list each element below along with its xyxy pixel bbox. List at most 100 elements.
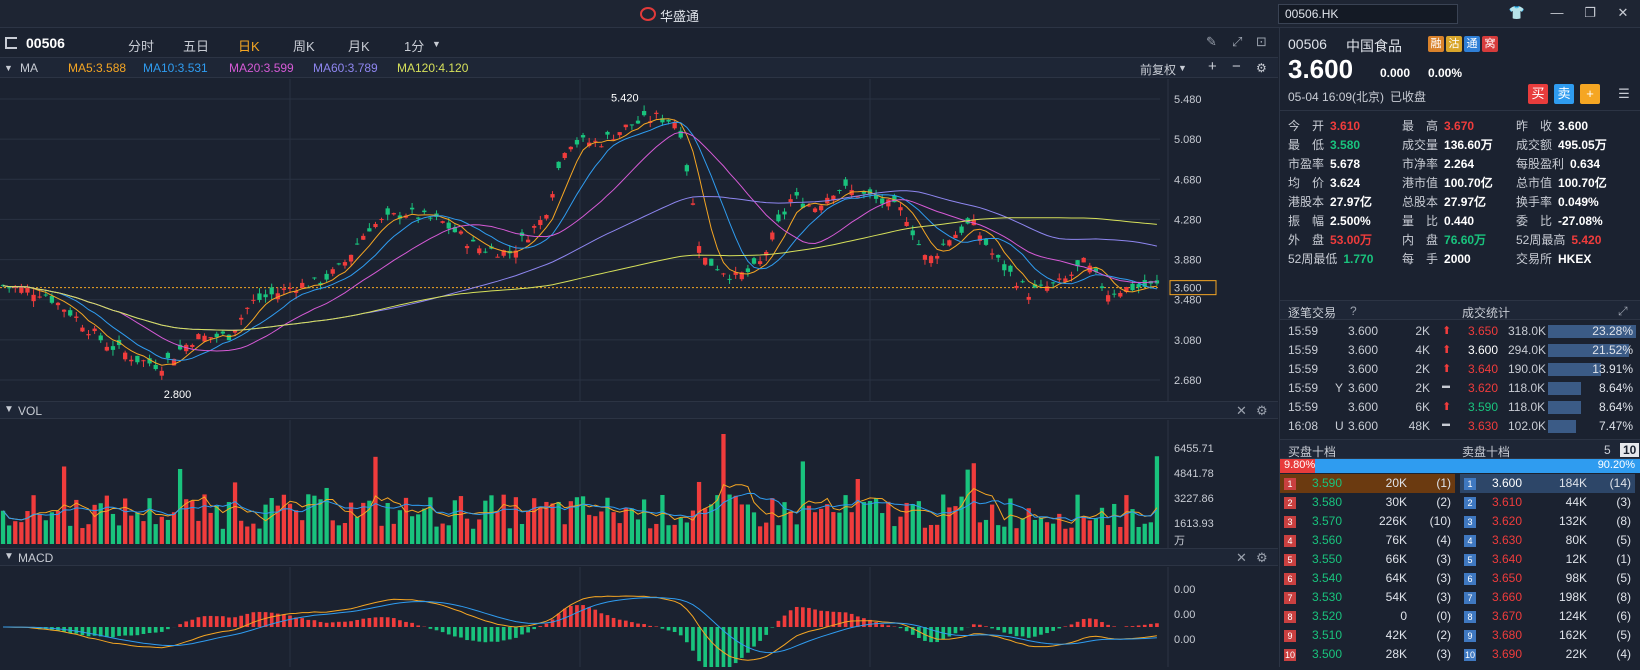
macd-bar <box>490 627 494 642</box>
expand-icon[interactable]: ⤢ <box>1618 304 1628 319</box>
macd-bar <box>221 616 225 627</box>
volume-bar <box>422 509 426 544</box>
tab-five-day[interactable]: 五日 <box>183 36 209 55</box>
collapse-triangle-icon[interactable]: ▼ <box>4 551 14 562</box>
kline-chart[interactable]: 5.4805.0804.6804.2803.8803.6003.4803.080… <box>0 79 1278 401</box>
shirt-skin-icon[interactable]: 👕 <box>1508 5 1526 21</box>
add-indicator-icon[interactable]: + <box>1208 58 1217 75</box>
depth-5-toggle[interactable]: 5 <box>1604 443 1611 457</box>
candle-body <box>776 214 780 221</box>
pencil-draw-icon[interactable]: ✎ <box>1206 34 1217 50</box>
price-axis-label: 3.880 <box>1174 255 1202 267</box>
buy-button[interactable]: 买 <box>1528 84 1548 104</box>
fullscreen-icon[interactable]: ⤢ <box>1232 34 1242 50</box>
close-icon[interactable]: ✕ <box>1236 550 1247 566</box>
tab-minute-dropdown[interactable]: 1分 <box>404 36 424 55</box>
candle-body <box>569 147 573 149</box>
quote-field-value: 27.97亿 <box>1444 195 1486 209</box>
stat-volume: 118.0K <box>1508 381 1545 395</box>
candle-body <box>257 293 261 300</box>
candle-body <box>642 111 646 115</box>
add-watchlist-button[interactable]: + <box>1580 84 1600 104</box>
depth-10-toggle[interactable]: 10 <box>1620 443 1639 457</box>
candle-body <box>160 371 164 376</box>
sell-button[interactable]: 卖 <box>1554 84 1574 104</box>
candle-body <box>1039 285 1043 286</box>
candle-body <box>19 287 23 293</box>
chevron-down-icon[interactable]: ▼ <box>1178 63 1187 73</box>
macd-bar <box>801 607 805 627</box>
macd-bar <box>1143 625 1147 627</box>
macd-bar <box>87 627 91 636</box>
stock-search-input[interactable] <box>1278 4 1458 24</box>
tab-weekly-k[interactable]: 周K <box>293 36 315 55</box>
stats-title: 成交统计 <box>1462 304 1510 321</box>
close-icon[interactable]: ✕ <box>1236 403 1247 419</box>
vol-axis-label: 1613.93 <box>1174 518 1214 530</box>
minimize-icon[interactable]: — <box>1548 5 1566 20</box>
tab-timeshare[interactable]: 分时 <box>128 36 154 55</box>
volume-bar <box>453 500 457 544</box>
restore-icon[interactable]: ❐ <box>1581 5 1599 21</box>
candle-body <box>111 346 115 350</box>
volume-bar <box>618 523 622 544</box>
candle-body <box>1014 286 1018 288</box>
candle-body <box>129 360 133 361</box>
volume-bar <box>1094 519 1098 544</box>
gear-icon[interactable]: ⚙ <box>1256 403 1268 419</box>
help-icon[interactable]: ? <box>1350 304 1357 318</box>
macd-bar <box>239 616 243 627</box>
volume-bar <box>556 502 560 544</box>
collapse-triangle-icon[interactable]: ▼ <box>4 404 14 415</box>
gear-icon[interactable]: ⚙ <box>1256 61 1267 75</box>
volume-bar <box>68 526 72 544</box>
expand-icon[interactable]: ⊡ <box>1256 34 1267 50</box>
quote-field-value: 53.00万 <box>1330 233 1372 247</box>
level-volume: 226K <box>1379 514 1407 528</box>
macd-bar <box>1015 627 1019 636</box>
candle-body <box>50 296 54 303</box>
gear-icon[interactable]: ⚙ <box>1256 550 1268 566</box>
quote-field-label: 总股本 <box>1402 195 1438 209</box>
volume-bar <box>740 504 744 544</box>
volume-bar <box>795 524 799 544</box>
candle-body <box>666 120 670 122</box>
macd-chart[interactable]: 0.000.000.00 <box>0 567 1278 667</box>
collapse-triangle-icon[interactable]: ▼ <box>4 63 13 73</box>
tab-daily-k[interactable]: 日K <box>238 36 260 55</box>
close-icon[interactable]: ✕ <box>1614 5 1632 21</box>
adjust-select[interactable]: 前复权 <box>1140 61 1176 78</box>
chevron-down-icon[interactable]: ▼ <box>432 39 441 49</box>
collapse-panel-icon[interactable] <box>5 37 17 49</box>
macd-bar <box>825 611 829 627</box>
quote-field-label: 港市值 <box>1402 176 1438 190</box>
menu-icon[interactable]: ☰ <box>1614 84 1634 104</box>
tab-monthly-k[interactable]: 月K <box>348 36 370 55</box>
vol-label: VOL <box>18 404 42 418</box>
minus-icon[interactable]: − <box>1232 58 1241 75</box>
level-orders: (2) <box>1436 495 1451 509</box>
